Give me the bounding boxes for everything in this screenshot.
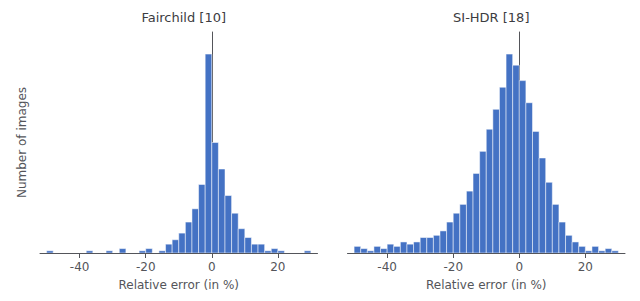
svg-text:-20: -20 <box>136 260 156 274</box>
svg-text:-40: -40 <box>70 260 90 274</box>
svg-text:SI-HDR [18]: SI-HDR [18] <box>453 10 529 25</box>
svg-text:Relative error (in %): Relative error (in %) <box>426 278 547 292</box>
svg-text:0: 0 <box>208 260 216 274</box>
svg-text:Fairchild [10]: Fairchild [10] <box>141 10 226 25</box>
svg-text:20: 20 <box>270 260 285 274</box>
svg-text:Number of images: Number of images <box>15 87 29 198</box>
svg-text:0: 0 <box>515 260 523 274</box>
svg-text:-40: -40 <box>377 260 397 274</box>
svg-text:Relative error (in %): Relative error (in %) <box>118 278 239 292</box>
svg-text:20: 20 <box>578 260 593 274</box>
svg-text:-20: -20 <box>443 260 463 274</box>
